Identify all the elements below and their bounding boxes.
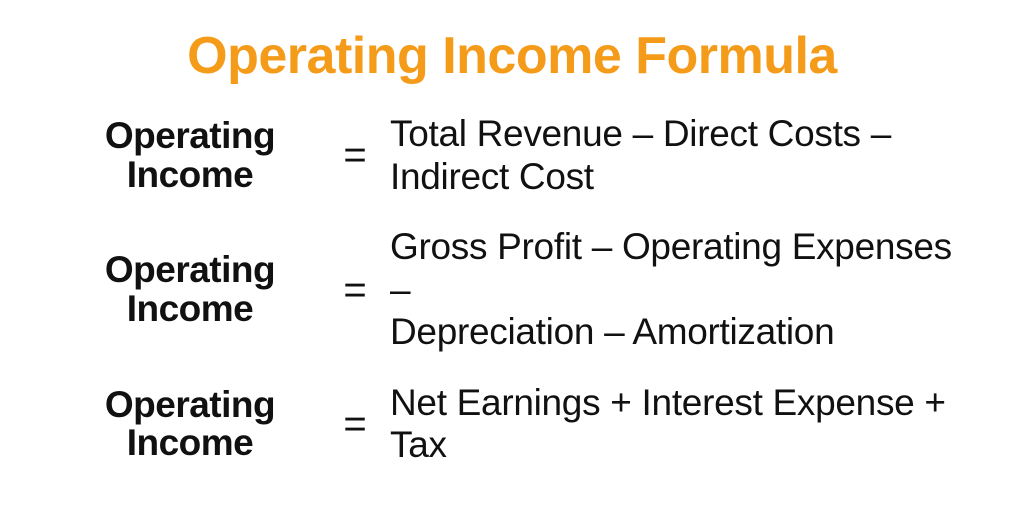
formula-row: Operating Income = Gross Profit – Operat… (60, 226, 964, 354)
formula-list: Operating Income = Total Revenue – Direc… (60, 113, 964, 467)
formula-row: Operating Income = Total Revenue – Direc… (60, 113, 964, 198)
rhs-line1: Net Earnings + Interest Expense + (390, 382, 964, 425)
equals-sign: = (320, 133, 390, 178)
lhs-line2: Income (60, 424, 320, 463)
formula-row: Operating Income = Net Earnings + Intere… (60, 382, 964, 467)
lhs-line1: Operating (60, 251, 320, 290)
formula-rhs: Net Earnings + Interest Expense + Tax (390, 382, 964, 467)
formula-lhs: Operating Income (60, 117, 320, 195)
formula-lhs: Operating Income (60, 386, 320, 464)
formula-lhs: Operating Income (60, 251, 320, 329)
formula-rhs: Gross Profit – Operating Expenses – Depr… (390, 226, 964, 354)
lhs-line2: Income (60, 156, 320, 195)
page-title: Operating Income Formula (60, 28, 964, 85)
formula-rhs: Total Revenue – Direct Costs – Indirect … (390, 113, 964, 198)
lhs-line2: Income (60, 290, 320, 329)
page-root: Operating Income Formula Operating Incom… (0, 0, 1024, 526)
rhs-line2: Indirect Cost (390, 156, 964, 199)
rhs-line2: Tax (390, 424, 964, 467)
rhs-line2: Depreciation – Amortization (390, 311, 964, 354)
equals-sign: = (320, 268, 390, 313)
rhs-line1: Total Revenue – Direct Costs – (390, 113, 964, 156)
lhs-line1: Operating (60, 117, 320, 156)
lhs-line1: Operating (60, 386, 320, 425)
rhs-line1: Gross Profit – Operating Expenses – (390, 226, 964, 311)
equals-sign: = (320, 402, 390, 447)
